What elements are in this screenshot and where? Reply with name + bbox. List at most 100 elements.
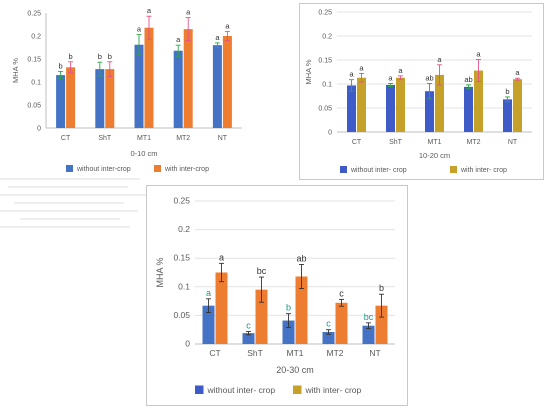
significance-label: b [69, 52, 73, 61]
significance-label: b [59, 61, 63, 70]
x-axis-label: 20-30 cm [276, 365, 314, 375]
y-tick-label: 0.15 [318, 58, 332, 65]
y-axis-label: MHA % [304, 59, 313, 84]
bar [183, 29, 193, 129]
bar [134, 44, 144, 128]
bar [105, 69, 115, 128]
significance-label: a [349, 70, 354, 79]
legend-swatch [340, 166, 347, 173]
x-tick-label: MT1 [428, 139, 442, 146]
bar [474, 70, 483, 132]
y-tick-label: 0.05 [173, 310, 190, 320]
bar [202, 305, 215, 344]
bar [362, 325, 375, 344]
bar [173, 50, 183, 128]
significance-label: bc [257, 266, 267, 276]
legend-label: with inter- crop [460, 167, 507, 174]
x-tick-label: ShT [389, 139, 403, 146]
chart-20-30cm: 0 0.05 0.1 0.15 0.2 0.25 MHA % CT a a ShT c bc MT1 b ab… [146, 185, 408, 406]
y-tick-label: 0.05 [27, 103, 41, 110]
significance-label: b [379, 283, 384, 293]
bar [322, 331, 335, 344]
y-tick-label: 0.15 [173, 253, 190, 263]
legend-swatch [450, 166, 457, 173]
legend-swatch [154, 165, 161, 172]
bar [386, 84, 395, 132]
y-axis-label: MHA % [155, 257, 165, 287]
significance-label: a [186, 8, 191, 17]
x-tick-label: CT [352, 139, 362, 146]
bar [425, 91, 434, 132]
y-tick-label: 0.1 [31, 80, 41, 87]
significance-label: b [286, 303, 291, 313]
bar [215, 272, 228, 344]
significance-label: ab [425, 74, 433, 83]
significance-label: c [339, 288, 344, 298]
x-axis-label: 0-10 cm [130, 149, 157, 158]
x-tick-label: NT [218, 135, 228, 142]
significance-label: c [246, 320, 251, 330]
y-tick-label: 0 [37, 126, 41, 133]
significance-label: a [176, 35, 181, 44]
y-tick-label: 0.25 [27, 11, 41, 18]
x-axis-label: 10-20 cm [419, 151, 450, 160]
x-tick-label: MT2 [327, 348, 344, 358]
bar [503, 99, 512, 132]
x-tick-label: ShT [247, 348, 263, 358]
x-tick-label: ShT [98, 135, 112, 142]
x-tick-label: NT [369, 348, 380, 358]
significance-label: ab [464, 75, 472, 84]
y-tick-label: 0 [328, 130, 332, 137]
significance-label: b [108, 52, 112, 61]
y-tick-label: 0.15 [27, 57, 41, 64]
y-tick-label: 0.25 [173, 196, 190, 206]
bar [396, 77, 405, 132]
y-tick-label: 0.2 [31, 34, 41, 41]
bar [435, 74, 444, 132]
significance-label: ab [296, 253, 306, 263]
x-tick-label: MT2 [176, 135, 190, 142]
y-tick-label: 0 [185, 339, 190, 349]
significance-label: a [359, 63, 364, 72]
legend-label: without inter-crop [76, 166, 131, 173]
significance-label: a [137, 25, 142, 34]
bar [212, 45, 222, 129]
bar [513, 79, 522, 132]
significance-label: c [326, 319, 331, 329]
bar [357, 77, 366, 132]
bar [56, 75, 66, 128]
legend-swatch [66, 165, 73, 172]
y-tick-label: 0.05 [318, 106, 332, 113]
bar [335, 302, 348, 344]
bar [222, 36, 232, 128]
y-tick-label: 0.25 [318, 10, 332, 17]
bar [375, 305, 388, 344]
bar [144, 27, 154, 128]
significance-label: a [225, 21, 230, 30]
significance-label: b [505, 87, 509, 96]
y-tick-label: 0.2 [178, 224, 190, 234]
x-tick-label: NT [508, 139, 518, 146]
bar [464, 86, 473, 132]
chart-0-10cm: 0 0.05 0.1 0.15 0.2 0.25 MHA % CT b b ShT b b MT1 a a MT… [4, 3, 252, 181]
bar [295, 276, 308, 344]
x-tick-label: CT [209, 348, 220, 358]
significance-label: a [437, 55, 442, 64]
significance-label: a [515, 68, 520, 77]
x-tick-label: MT1 [137, 135, 151, 142]
bar [255, 289, 268, 344]
significance-label: a [215, 33, 220, 42]
x-tick-label: CT [61, 135, 71, 142]
bar [347, 85, 356, 132]
y-tick-label: 0.1 [178, 281, 190, 291]
significance-label: a [388, 74, 393, 83]
y-tick-label: 0.2 [322, 34, 332, 41]
y-tick-label: 0.1 [322, 82, 332, 89]
bar [242, 333, 255, 344]
significance-label: a [147, 6, 152, 15]
legend-swatch [195, 385, 204, 394]
significance-label: a [206, 288, 211, 298]
